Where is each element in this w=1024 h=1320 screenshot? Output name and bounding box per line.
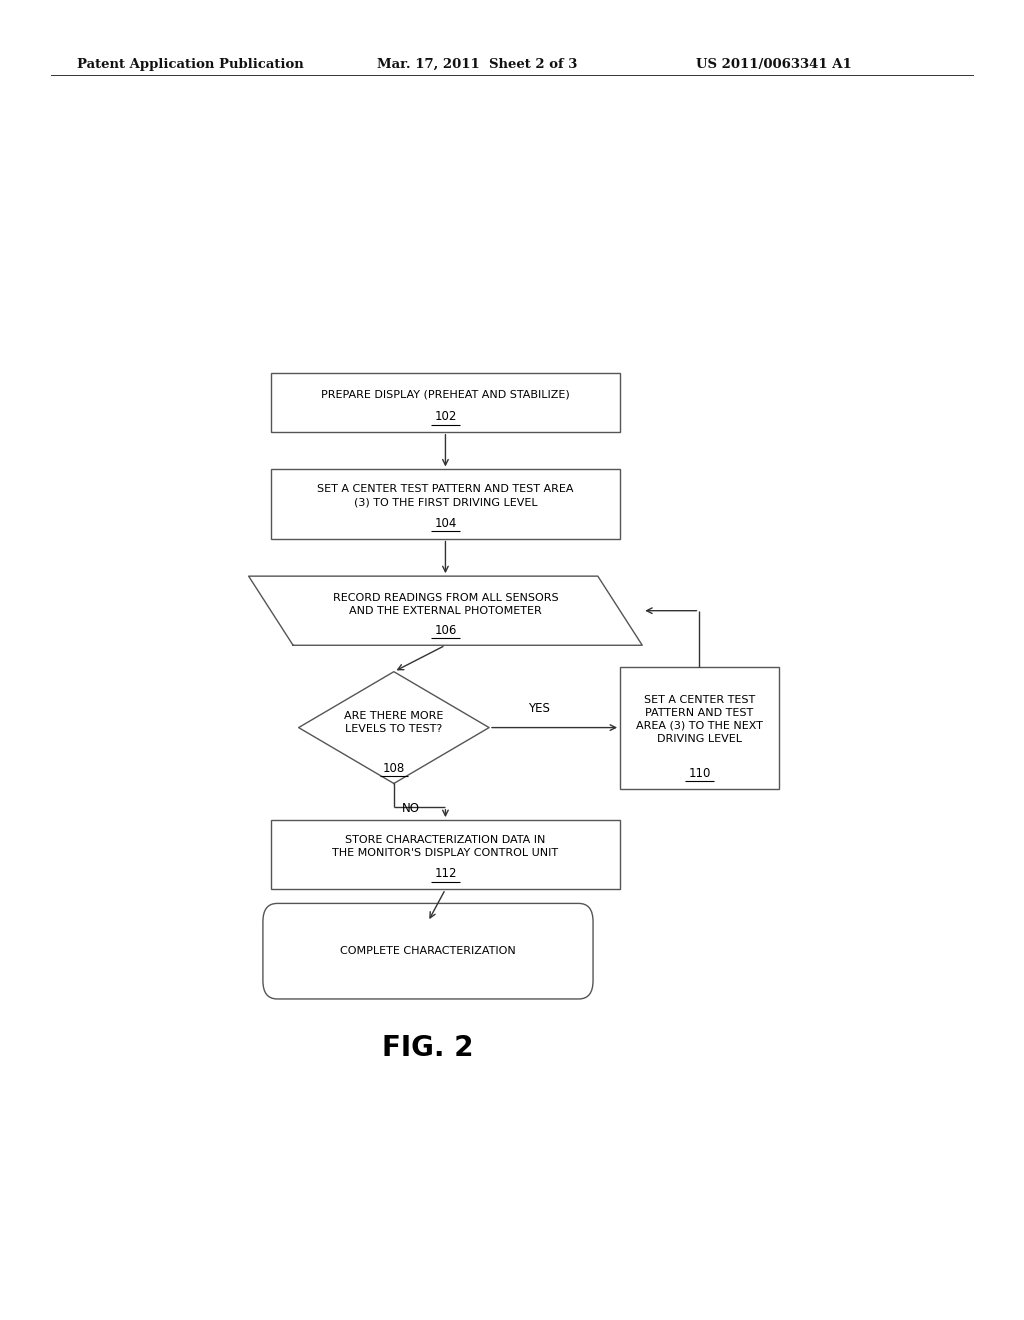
Text: 108: 108 — [383, 762, 404, 775]
FancyBboxPatch shape — [263, 903, 593, 999]
Text: COMPLETE CHARACTERIZATION: COMPLETE CHARACTERIZATION — [340, 946, 516, 956]
Text: 112: 112 — [434, 867, 457, 880]
Polygon shape — [249, 576, 642, 645]
Text: US 2011/0063341 A1: US 2011/0063341 A1 — [696, 58, 852, 71]
Text: FIG. 2: FIG. 2 — [382, 1034, 474, 1061]
FancyBboxPatch shape — [270, 820, 620, 890]
FancyBboxPatch shape — [620, 667, 779, 788]
Text: YES: YES — [527, 702, 550, 715]
Text: STORE CHARACTERIZATION DATA IN
THE MONITOR'S DISPLAY CONTROL UNIT: STORE CHARACTERIZATION DATA IN THE MONIT… — [333, 836, 558, 858]
Text: Patent Application Publication: Patent Application Publication — [77, 58, 303, 71]
Text: SET A CENTER TEST PATTERN AND TEST AREA
(3) TO THE FIRST DRIVING LEVEL: SET A CENTER TEST PATTERN AND TEST AREA … — [317, 484, 573, 507]
Text: PREPARE DISPLAY (PREHEAT AND STABILIZE): PREPARE DISPLAY (PREHEAT AND STABILIZE) — [322, 389, 569, 399]
Text: 110: 110 — [688, 767, 711, 780]
Polygon shape — [299, 672, 489, 784]
Text: 104: 104 — [434, 517, 457, 529]
Text: NO: NO — [401, 801, 420, 814]
Text: Mar. 17, 2011  Sheet 2 of 3: Mar. 17, 2011 Sheet 2 of 3 — [377, 58, 578, 71]
Text: 106: 106 — [434, 623, 457, 636]
FancyBboxPatch shape — [270, 372, 620, 432]
Text: SET A CENTER TEST
PATTERN AND TEST
AREA (3) TO THE NEXT
DRIVING LEVEL: SET A CENTER TEST PATTERN AND TEST AREA … — [636, 696, 763, 743]
Text: RECORD READINGS FROM ALL SENSORS
AND THE EXTERNAL PHOTOMETER: RECORD READINGS FROM ALL SENSORS AND THE… — [333, 593, 558, 616]
Text: ARE THERE MORE
LEVELS TO TEST?: ARE THERE MORE LEVELS TO TEST? — [344, 711, 443, 734]
Text: 102: 102 — [434, 411, 457, 424]
FancyBboxPatch shape — [270, 470, 620, 539]
